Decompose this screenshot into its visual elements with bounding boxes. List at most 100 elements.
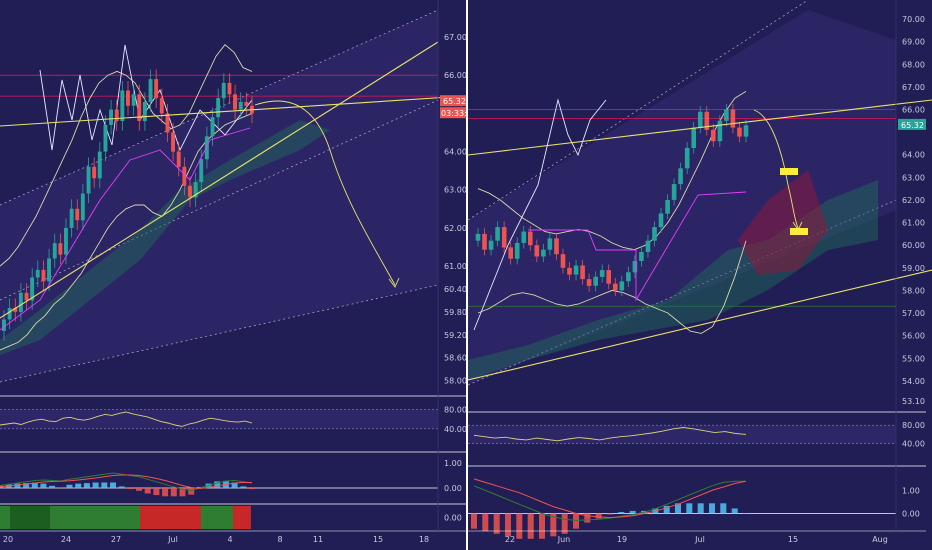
candle-body-4	[501, 227, 507, 248]
y-tick-3: 67.00	[902, 83, 925, 92]
bollinger-lower	[477, 240, 747, 334]
price-tag-bg	[898, 118, 926, 130]
candle-body-7	[521, 231, 527, 243]
candle-body-12	[69, 208, 74, 228]
y-tick-9: 61.00	[902, 219, 925, 228]
x-tick-3: Jul	[694, 535, 705, 544]
candle-body-25	[142, 102, 147, 122]
lower-pane-seg-4	[143, 506, 201, 529]
y-tick-3: 64.00	[444, 148, 466, 157]
y-tick-9: 59.20	[444, 331, 466, 340]
macd-hist-18	[153, 488, 160, 496]
candle-body-16	[92, 166, 97, 179]
left-chart-svg[interactable]: 67.00 66.00 64.00 63.00 62.00 61.00 60.40 59.80…	[0, 0, 466, 550]
x-tick-4: 15	[788, 535, 798, 544]
x-tick-8: 18	[419, 535, 429, 544]
candle-body-1	[7, 308, 12, 320]
y-tick-2: 68.00	[902, 60, 925, 69]
macd-hist-21	[179, 488, 186, 497]
candle-body-21	[613, 283, 618, 291]
candle-body-39	[221, 82, 226, 99]
candle-body-10	[58, 243, 63, 255]
macd-signal-line	[473, 478, 747, 519]
macd-hist-17	[663, 505, 670, 514]
macd-hist-3	[505, 513, 511, 537]
bollinger-lower	[0, 112, 253, 351]
candle-body-32	[182, 166, 187, 186]
macd-hist-9	[75, 483, 82, 488]
candle-body-10	[541, 249, 546, 257]
candle-body-36	[711, 129, 716, 142]
right-chart-svg[interactable]: 70.00 69.00 68.00 67.00 66.00 64.00 63.00 62.00…	[468, 0, 932, 550]
macd-hist-25	[214, 481, 221, 488]
candle-body-17	[586, 279, 592, 286]
rsi-tick-1: 40.00	[444, 425, 466, 434]
candle-body-18	[103, 124, 108, 152]
rsi-line	[473, 427, 747, 442]
bollinger-upper	[0, 44, 253, 267]
moving-average-line	[528, 191, 747, 302]
lower-pane-seg-1	[0, 506, 10, 529]
moving-average-line	[0, 127, 251, 331]
candle-body-28	[159, 98, 164, 114]
y-tick-1: 66.00	[444, 71, 466, 80]
x-tick-1: Jun	[557, 535, 571, 544]
candle-body-12	[554, 238, 559, 255]
candle-body-15	[573, 265, 579, 275]
y-tick-12: 58.00	[902, 286, 925, 295]
macd-hist-24	[743, 513, 749, 514]
projection-path	[753, 109, 799, 229]
candle-body-2	[13, 308, 18, 312]
comparison-price-line	[39, 44, 253, 152]
y-tick-14: 56.00	[902, 332, 925, 341]
macd-hist-8	[561, 513, 568, 534]
target-box-1	[790, 228, 808, 235]
macd-hist-2	[493, 513, 500, 534]
candle-body-17	[97, 151, 102, 179]
macd-hist-15	[127, 488, 134, 490]
lower-tick-0: 0.00	[444, 514, 462, 523]
macd-hist-2	[14, 483, 21, 488]
candle-body-23	[626, 272, 631, 282]
candle-body-30	[171, 132, 175, 152]
y-tick-6: 64.00	[902, 151, 925, 160]
macd-hist-10	[83, 483, 90, 488]
bollinger-upper	[477, 91, 747, 251]
target-box-0	[780, 168, 798, 175]
macd-hist-22	[188, 488, 195, 495]
right-chart-panel[interactable]: 70.00 69.00 68.00 67.00 66.00 64.00 63.00 62.00…	[468, 0, 932, 550]
lower-pane-seg-2	[10, 506, 50, 529]
ichimoku-cloud	[0, 120, 330, 355]
rsi-tick-0: 80.00	[902, 421, 925, 430]
y-tick-7: 63.00	[902, 173, 925, 182]
macd-hist-0	[471, 513, 477, 529]
projection-arrowhead	[388, 277, 400, 288]
macd-hist-5	[527, 513, 534, 539]
macd-hist-5	[40, 483, 47, 488]
macd-hist-12	[607, 513, 613, 515]
candle-body-3	[18, 292, 23, 312]
candle-body-7	[41, 269, 46, 282]
x-tick-5: Aug	[872, 535, 888, 544]
candle-body-11	[547, 238, 553, 250]
countdown-tag-bg	[440, 107, 466, 119]
ichimoku-cloud	[468, 180, 878, 380]
x-tick-3: Jul	[167, 535, 178, 544]
macd-hist-16	[136, 488, 142, 491]
comparison-price-line	[473, 98, 607, 331]
candle-body-28	[658, 213, 664, 228]
left-chart-panel[interactable]: 67.00 66.00 64.00 63.00 62.00 61.00 60.40 59.80…	[0, 0, 466, 550]
candle-body-5	[30, 277, 35, 301]
trendline-0	[0, 95, 466, 127]
candle-body-33	[188, 185, 192, 198]
candle-body-33	[691, 127, 696, 148]
x-tick-5: 8	[277, 535, 282, 544]
trendline-1	[468, 269, 932, 381]
trendline-1	[0, 41, 439, 319]
rsi-tick-0: 80.00	[444, 406, 466, 415]
candle-body-42	[238, 102, 243, 110]
macd-hist-7	[57, 487, 64, 488]
candle-body-29	[665, 200, 670, 214]
x-tick-4: 4	[227, 535, 232, 544]
macd-hist-6	[539, 513, 545, 539]
